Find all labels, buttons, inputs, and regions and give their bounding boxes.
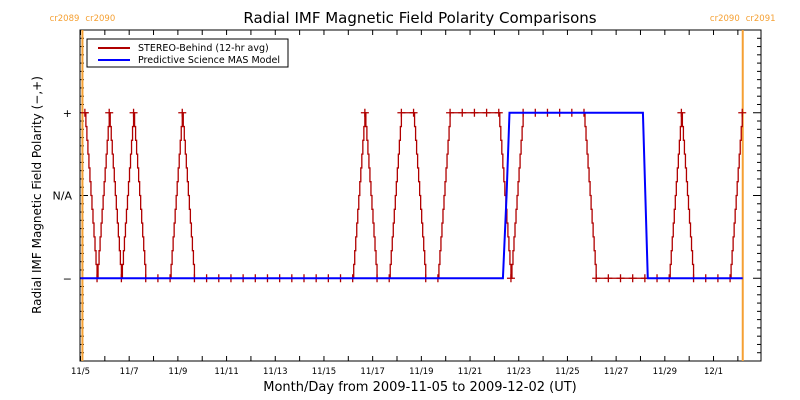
x-tick-label: 11/17 <box>360 367 385 377</box>
x-tick-label: 11/5 <box>71 367 90 377</box>
x-tick-label: 11/11 <box>214 367 239 377</box>
y-tick-label: + <box>63 107 72 120</box>
x-tick-label: 11/25 <box>555 367 580 377</box>
stereo-behind-point <box>482 108 491 117</box>
stereo-behind-point <box>360 108 369 117</box>
y-tick-label: N/A <box>53 190 73 203</box>
chart-title: Radial IMF Magnetic Field Polarity Compa… <box>243 9 596 27</box>
x-tick-label: 11/9 <box>168 367 187 377</box>
x-tick-label: 11/15 <box>312 367 337 377</box>
carrington-label-right: cr2090 <box>85 14 115 24</box>
stereo-behind-point <box>105 108 114 117</box>
mas-model-line <box>80 111 743 280</box>
x-tick-label: 11/21 <box>458 367 483 377</box>
carrington-label-right: cr2091 <box>746 14 776 24</box>
legend-label-mas: Predictive Science MAS Model <box>138 55 280 66</box>
stereo-behind-point <box>129 108 138 117</box>
legend-label-stereo: STEREO-Behind (12-hr avg) <box>138 43 269 54</box>
stereo-behind-point <box>80 108 89 117</box>
legend: STEREO-Behind (12-hr avg) Predictive Sci… <box>86 38 289 68</box>
carrington-label-left: cr2089 <box>50 14 80 24</box>
x-tick-label: 11/13 <box>263 367 288 377</box>
stereo-behind-point <box>677 108 686 117</box>
x-tick-label: 11/23 <box>506 367 531 377</box>
legend-box <box>86 38 289 68</box>
stereo-behind-point <box>178 108 187 117</box>
y-axis-label: Radial IMF Magnetic Field Polarity (−,+) <box>30 76 44 314</box>
stereo-behind-point <box>592 274 601 283</box>
stereo-behind-point <box>506 274 515 283</box>
stereo-behind-point <box>616 274 625 283</box>
x-tick-label: 11/7 <box>120 367 139 377</box>
x-tick-label: 12/1 <box>704 367 723 377</box>
stereo-behind-point <box>397 108 406 117</box>
y-tick-label: − <box>63 272 72 285</box>
x-tick-label: 11/19 <box>409 367 434 377</box>
stereo-behind-point <box>446 108 455 117</box>
x-axis-label: Month/Day from 2009-11-05 to 2009-12-02 … <box>263 380 576 395</box>
carrington-label-left: cr2090 <box>710 14 740 24</box>
x-tick-label: 11/27 <box>604 367 629 377</box>
stereo-behind-point <box>494 108 503 117</box>
stereo-behind-point <box>604 274 613 283</box>
x-tick-label: 11/29 <box>653 367 678 377</box>
stereo-behind-point <box>409 108 418 117</box>
stereo-behind-point <box>628 274 637 283</box>
stereo-behind-point <box>738 108 747 117</box>
stereo-behind-point <box>470 108 479 117</box>
stereo-behind-point <box>458 108 467 117</box>
